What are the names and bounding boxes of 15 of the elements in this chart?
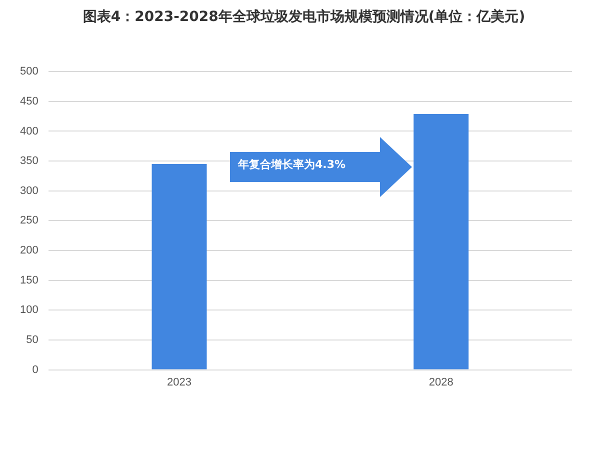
y-tick-label: 250 [20, 214, 38, 227]
y-tick-label: 450 [20, 95, 38, 108]
y-tick-label: 150 [20, 274, 38, 286]
annotation: 年复合增长率为4.3% [238, 157, 346, 172]
y-tick-label: 100 [20, 304, 38, 316]
y-tick-label: 300 [20, 184, 38, 197]
x-tick-label: 2028 [428, 376, 454, 388]
y-tick-label: 50 [26, 334, 38, 346]
chart-title: 图表4：2023-2028年全球垃圾发电市场规模预测情况(单位：亿美元) [82, 8, 526, 26]
y-tick-label: 400 [20, 125, 38, 138]
y-tick-label: 500 [20, 66, 38, 78]
y-tick-label: 200 [20, 244, 38, 257]
x-tick-label: 2023 [167, 376, 192, 388]
y-tick-label: 350 [20, 155, 38, 168]
y-tick-label: 0 [32, 364, 38, 376]
